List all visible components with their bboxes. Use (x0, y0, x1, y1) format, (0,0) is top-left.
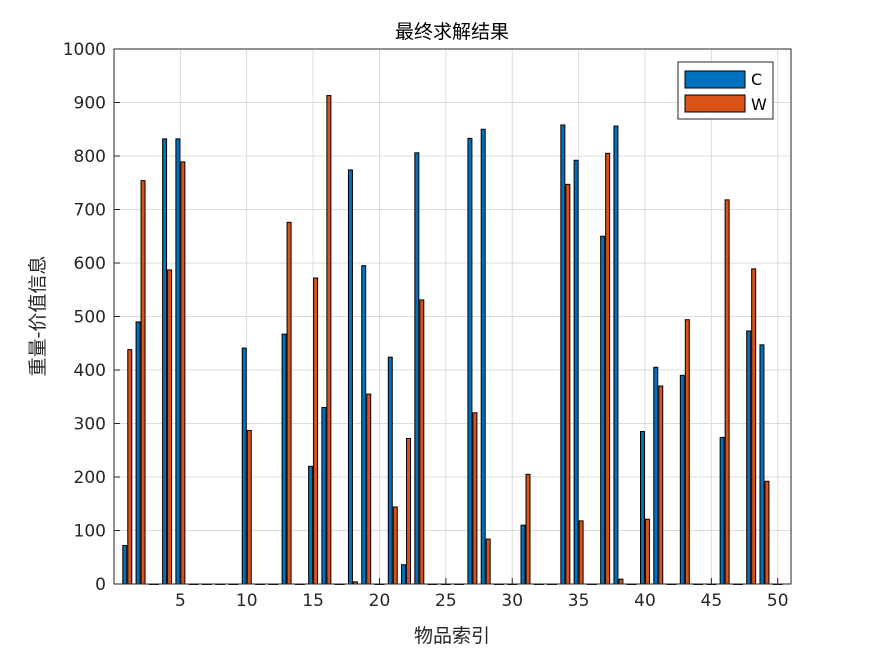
x-tick-label: 50 (767, 591, 789, 611)
bar-c-27 (467, 137, 473, 585)
y-tick-label: 700 (74, 201, 106, 221)
legend-swatch-c (684, 70, 746, 89)
bar-c-46 (719, 436, 725, 585)
bar-c-10 (241, 347, 247, 585)
bar-w-38 (618, 578, 624, 585)
bar-w-27 (472, 412, 478, 585)
bar-w-22 (406, 437, 412, 585)
bar-w-13 (286, 221, 292, 585)
y-tick-label: 400 (74, 361, 106, 381)
bar-c-15 (308, 465, 314, 585)
bar-c-41 (653, 366, 659, 585)
bar-w-40 (644, 518, 650, 585)
axis-ticks: 5 10 15 20 25 30 35 40 45 50010020030040050060070… (63, 40, 789, 611)
bar-w-2 (140, 180, 146, 585)
bar-c-23 (414, 152, 420, 585)
y-tick-label: 1000 (63, 40, 106, 60)
y-tick-label: 500 (74, 308, 106, 328)
bar-w-10 (246, 429, 252, 585)
bar-c-2 (135, 321, 141, 585)
y-axis-title: 重量-价值信息 (27, 256, 49, 377)
x-tick-label: 30 (501, 591, 523, 611)
x-tick-label: 5 (175, 591, 186, 611)
y-tick-label: 800 (74, 147, 106, 167)
bar-c-31 (520, 524, 526, 585)
bar-c-43 (679, 374, 685, 585)
x-tick-label: 35 (568, 591, 590, 611)
bar-w-37 (605, 152, 611, 585)
bar-w-1 (127, 349, 133, 585)
y-tick-label: 900 (74, 94, 106, 114)
bar-w-35 (578, 520, 584, 585)
bar-c-49 (759, 344, 765, 585)
bar-w-15 (313, 277, 319, 585)
bar-c-48 (746, 330, 752, 585)
bar-c-40 (639, 431, 645, 585)
bar-c-37 (600, 235, 606, 585)
bar-w-34 (565, 183, 571, 585)
bar-c-5 (175, 138, 181, 585)
legend-label-w: W (751, 95, 767, 114)
bar-w-21 (392, 506, 398, 585)
bar-w-23 (419, 299, 425, 585)
legend-swatch-w (684, 94, 746, 113)
bar-c-13 (281, 333, 287, 585)
bar-c-21 (387, 356, 393, 585)
bar-c-35 (573, 159, 579, 585)
x-tick-label: 10 (236, 591, 258, 611)
bar-w-49 (764, 480, 770, 585)
bar-c-1 (122, 544, 128, 585)
bar-w-43 (684, 319, 690, 585)
bar-c-16 (321, 406, 327, 585)
bar-w-46 (724, 199, 730, 585)
x-tick-label: 20 (369, 591, 391, 611)
x-tick-label: 15 (302, 591, 324, 611)
y-tick-label: 300 (74, 415, 106, 435)
bar-w-31 (525, 473, 531, 585)
bar-c-19 (361, 265, 367, 585)
y-tick-label: 200 (74, 468, 106, 488)
bar-c-38 (613, 125, 619, 585)
x-axis-title: 物品索引 (414, 625, 490, 647)
legend-label-c: C (751, 70, 762, 89)
bar-w-4 (167, 269, 173, 585)
bar-w-41 (658, 385, 664, 585)
bar-c-22 (401, 564, 407, 585)
chart-title: 最终求解结果 (395, 21, 509, 43)
bar-w-19 (366, 393, 372, 585)
bar-w-48 (751, 268, 757, 585)
bar-c-18 (347, 169, 353, 585)
bar-c-34 (560, 124, 566, 585)
bar-w-28 (485, 538, 491, 585)
bar-w-16 (326, 95, 332, 585)
x-tick-label: 25 (435, 591, 457, 611)
legend: C W (677, 61, 774, 120)
y-tick-label: 600 (74, 254, 106, 274)
y-tick-label: 0 (95, 575, 106, 595)
y-tick-label: 100 (74, 522, 106, 542)
bar-c-4 (162, 138, 168, 585)
bar-w-5 (180, 161, 186, 585)
bar-c-28 (480, 128, 486, 585)
x-tick-label: 45 (701, 591, 723, 611)
x-tick-label: 40 (634, 591, 656, 611)
